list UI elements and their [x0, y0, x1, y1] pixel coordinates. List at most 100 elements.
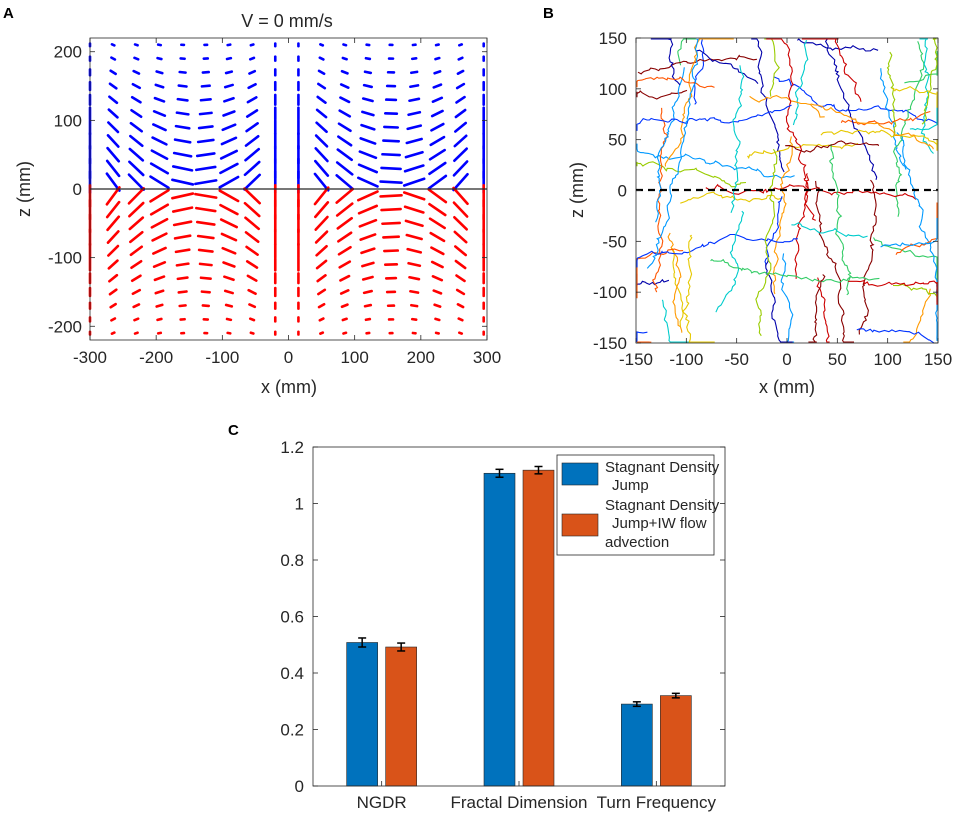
panel-b-ytick-label: 100	[599, 80, 627, 99]
panel-a-ytick-label: -200	[48, 317, 82, 336]
quiver-arrow-lower	[379, 193, 403, 198]
quiver-arrow-upper	[341, 56, 348, 61]
quiver-arrow-lower	[338, 260, 352, 269]
trajectory-track	[919, 38, 934, 154]
trajectory-track	[705, 183, 917, 200]
quiver-arrow-upper	[152, 123, 167, 132]
quiver-arrow-lower	[248, 303, 257, 309]
quiver-arrow-upper	[178, 70, 187, 74]
quiver-arrow-lower	[155, 303, 164, 308]
quiver-arrow-upper	[457, 56, 464, 61]
quiver-arrow-lower	[129, 230, 144, 244]
quiver-arrow-lower	[154, 289, 165, 295]
quiver-arrow-lower	[314, 230, 329, 244]
trajectory-track	[636, 76, 715, 89]
quiver-arrow-lower	[341, 317, 348, 322]
quiver-arrow-upper	[175, 111, 190, 116]
quiver-arrow-lower	[199, 276, 212, 281]
panel-c-category-label: NGDR	[357, 793, 407, 812]
trajectory-track	[797, 38, 879, 52]
quiver-arrow-upper	[335, 161, 354, 176]
quiver-arrow-upper	[197, 125, 214, 130]
trajectory-track	[785, 140, 880, 153]
quiver-arrow-upper	[383, 125, 400, 129]
panel-b-y-ticks: 150 100 50 0 -50 -100 -150	[593, 29, 938, 353]
quiver-arrow-upper	[315, 108, 328, 119]
trajectory-track	[858, 179, 877, 335]
quiver-arrow-upper	[430, 109, 444, 118]
quiver-arrow-upper	[177, 84, 188, 88]
trajectory-track	[715, 210, 745, 313]
quiver-arrow-lower	[337, 231, 353, 243]
quiver-arrow-upper	[106, 134, 120, 148]
panel-c: C NGDR Fractal Dimension Turn Frequency 1.…	[228, 422, 726, 812]
trajectory-track	[891, 85, 938, 108]
trajectory-track	[646, 38, 699, 269]
quiver-arrow-lower	[434, 331, 440, 335]
quiver-arrow-upper	[430, 122, 445, 132]
panel-c-legend: Stagnant Density Jump Stagnant Density J…	[556, 454, 720, 556]
quiver-arrow-upper	[219, 149, 238, 160]
quiver-arrow-lower	[455, 288, 466, 296]
panel-b-xtick-label: 100	[873, 350, 901, 369]
quiver-arrow-upper	[313, 172, 330, 192]
quiver-arrow-lower	[223, 289, 234, 295]
trajectory-track	[921, 38, 938, 125]
quiver-arrow-lower	[244, 216, 261, 231]
trajectory-track	[693, 38, 716, 105]
quiver-arrow-lower	[149, 203, 170, 216]
quiver-arrow-lower	[224, 303, 234, 308]
quiver-arrow-lower	[197, 248, 214, 253]
quiver-arrow-upper	[221, 123, 237, 132]
quiver-arrow-upper	[132, 69, 141, 75]
bar-1	[621, 703, 653, 787]
quiver-arrow-upper	[358, 150, 378, 160]
trajectory-track	[636, 233, 798, 268]
quiver-arrow-lower	[428, 202, 447, 217]
panel-a-xlabel: x (mm)	[261, 377, 317, 397]
quiver-arrow-upper	[198, 111, 213, 116]
bar-2	[522, 469, 555, 787]
quiver-arrow-upper	[248, 69, 257, 75]
trajectory-track	[808, 274, 826, 343]
panel-b-xlabel: x (mm)	[759, 377, 815, 397]
quiver-arrow-lower	[317, 302, 326, 309]
quiver-arrow-lower	[364, 317, 372, 322]
quiver-arrow-upper	[317, 82, 327, 90]
quiver-arrow-lower	[222, 261, 236, 268]
panel-c-ytick-label: 1	[295, 495, 304, 514]
panel-c-category-label: Turn Frequency	[597, 793, 717, 812]
quiver-arrow-upper	[337, 122, 352, 133]
quiver-arrow-lower	[156, 331, 163, 335]
quiver-arrow-lower	[317, 288, 327, 296]
quiver-arrow-upper	[105, 159, 121, 178]
quiver-arrow-lower	[129, 245, 144, 257]
trajectory-track	[650, 38, 681, 86]
trajectory-track	[636, 89, 688, 100]
trajectory-track	[840, 110, 931, 126]
trajectory-track	[764, 38, 780, 97]
trajectory-track	[749, 95, 825, 118]
quiver-arrow-upper	[433, 70, 442, 75]
panel-a-xtick-label: -200	[139, 348, 173, 367]
quiver-arrow-upper	[429, 135, 446, 147]
trajectory-track	[801, 38, 862, 102]
quiver-arrow-lower	[358, 218, 378, 228]
quiver-arrow-upper	[248, 56, 256, 61]
panel-b-ytick-label: -100	[593, 283, 627, 302]
quiver-arrow-lower	[434, 317, 441, 322]
quiver-arrow-upper	[357, 163, 379, 174]
quiver-arrow-upper	[409, 84, 420, 89]
quiver-arrow-upper	[171, 178, 195, 186]
quiver-arrow-lower	[128, 216, 145, 231]
quiver-arrow-lower	[433, 303, 442, 308]
quiver-arrow-upper	[319, 43, 325, 47]
trajectory-track	[747, 143, 859, 159]
quiver-arrow-upper	[220, 136, 238, 146]
panel-c-ytick-label: 0.4	[280, 664, 304, 683]
quiver-arrow-upper	[454, 121, 468, 133]
quiver-arrow-lower	[152, 260, 167, 269]
quiver-arrow-lower	[342, 331, 348, 335]
quiver-arrow-lower	[176, 276, 189, 281]
